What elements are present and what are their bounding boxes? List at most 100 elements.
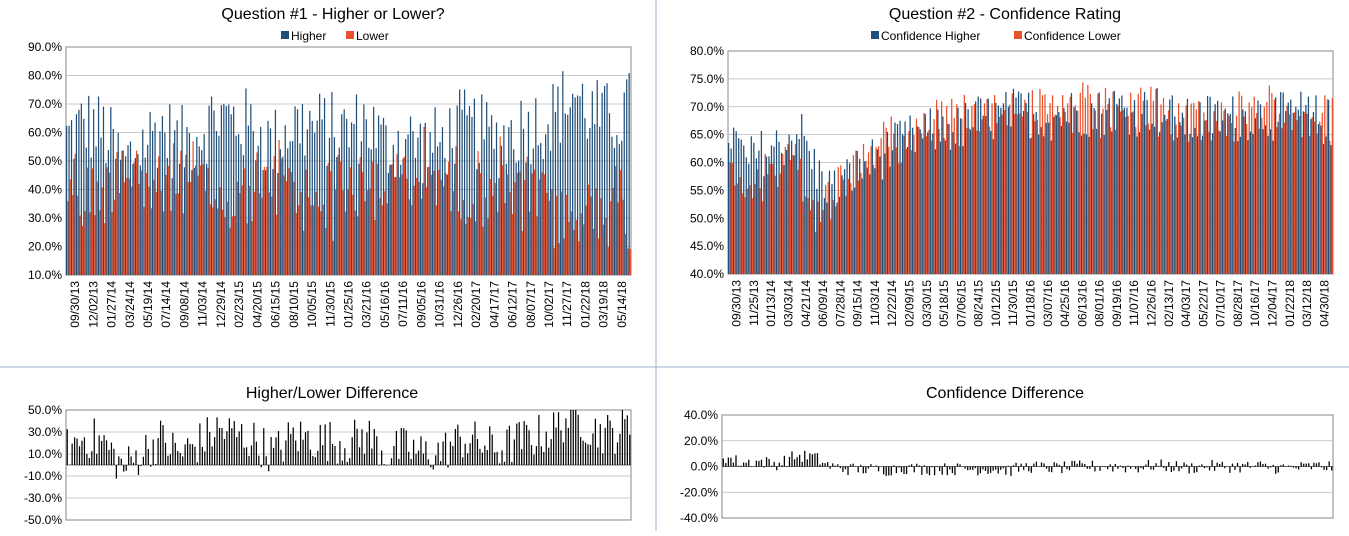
chart2-bar-lower: [744, 197, 745, 274]
chart1-bar-higher: [341, 114, 342, 275]
chart1-bar-higher: [344, 109, 345, 275]
chart2-bar-lower: [1077, 111, 1078, 274]
chart2-bar-lower: [1019, 113, 1020, 274]
chart2-bar-higher: [1255, 118, 1256, 274]
chart1-bar-higher: [179, 164, 180, 275]
chart4-bar: [929, 467, 930, 476]
chart4-bar: [789, 457, 790, 467]
chart1-bar-lower: [377, 164, 378, 275]
chart2-bar-higher: [789, 135, 790, 274]
chart2-x-tick-label: 03/12/18: [1300, 280, 1314, 327]
chart1-bar-lower: [350, 167, 351, 275]
chart1-bar-lower: [546, 193, 547, 275]
chart1-y-tick-label: 40.0%: [28, 183, 62, 197]
chart2-x-tick-label: 11/30/15: [1006, 280, 1020, 326]
chart1-bar-lower: [446, 173, 447, 275]
chart1-bar-lower: [134, 162, 135, 275]
chart1-bar-higher: [145, 158, 146, 275]
chart1-bar-lower: [276, 215, 277, 275]
chart1-bar-higher: [282, 157, 283, 275]
chart1-bar-lower: [195, 165, 196, 275]
chart1-bar-higher: [81, 104, 82, 275]
chart3-bar: [551, 439, 552, 465]
chart2-bar-lower: [1115, 130, 1116, 274]
chart2-legend: Confidence Higher Confidence Lower: [871, 29, 1121, 43]
chart3-bar: [450, 442, 451, 465]
chart2-y-tick-label: 75.0%: [690, 72, 724, 86]
chart1-bar-higher: [437, 146, 438, 275]
chart2-bar-lower: [1180, 126, 1181, 274]
chart4-bar: [819, 464, 820, 466]
chart1-x-tick-label: 12/29/14: [214, 281, 228, 328]
chart4-bar: [1155, 463, 1156, 466]
chart4-bar: [985, 467, 986, 471]
chart1-bar-lower: [625, 234, 626, 275]
chart2-bar-lower: [1070, 97, 1071, 274]
chart2-bar-higher: [829, 171, 830, 274]
chart1-bar-higher: [373, 107, 374, 275]
chart1-bar-lower: [70, 179, 71, 275]
chart3-bar: [514, 439, 515, 465]
chart4-bar: [1308, 463, 1309, 466]
chart2-bar-higher: [1209, 97, 1210, 274]
chart4-bar: [1301, 462, 1302, 466]
chart4-bar: [758, 461, 759, 467]
chart1-bar-higher: [228, 105, 229, 275]
chart1-bar-lower: [89, 212, 90, 275]
chart2-bar-higher: [945, 140, 946, 274]
chart3-bar: [216, 417, 217, 465]
chart1-bar-lower: [443, 186, 444, 275]
chart1-bar-lower: [414, 186, 415, 275]
chart2-bar-lower: [1014, 114, 1015, 274]
chart2-x-tick-label: 12/22/14: [885, 280, 899, 327]
chart2-bar-lower: [1281, 128, 1282, 274]
chart3-bar: [207, 417, 208, 465]
chart1-bar-higher: [236, 136, 237, 275]
chart1-bar-lower: [610, 201, 611, 275]
chart2-bar-lower: [961, 119, 962, 274]
chart4-bar: [921, 467, 922, 475]
chart4-bar: [1074, 461, 1075, 467]
chart2-bar-higher: [950, 150, 951, 274]
chart3-bar: [479, 449, 480, 465]
chart1-bar-lower: [455, 146, 456, 275]
chart1-bar-lower: [244, 168, 245, 275]
chart1-bar-higher: [100, 138, 101, 275]
chart4-bar: [1237, 463, 1238, 467]
chart4-bars: [723, 451, 1333, 476]
chart1-x-tick-label: 01/27/14: [105, 281, 119, 328]
chart1-bar-lower: [549, 201, 550, 275]
chart4-bar: [886, 467, 887, 476]
chart3-bar: [482, 453, 483, 465]
chart1-bar-lower: [428, 167, 429, 275]
chart2-bar-lower: [1085, 98, 1086, 274]
chart3-bar: [253, 423, 254, 465]
chart2-bar-higher: [985, 116, 986, 274]
chart4-bar: [1013, 465, 1014, 466]
chart4-bar: [1280, 465, 1281, 466]
chart4-bar: [1191, 463, 1192, 466]
chart2-bar-higher: [889, 167, 890, 274]
chart2-bar-higher: [826, 203, 827, 274]
chart2-bar-higher: [962, 146, 963, 274]
chart1-bar-higher: [385, 125, 386, 275]
chart1-bar-lower: [143, 207, 144, 275]
chart3-bar: [401, 428, 402, 465]
chart1-bar-higher: [68, 126, 69, 275]
chart3-bar: [317, 451, 318, 465]
chart1-bar-higher: [398, 131, 399, 275]
chart4-bar: [1201, 464, 1202, 466]
chart1-bar-lower: [104, 223, 105, 275]
chart1-bar-lower: [220, 187, 221, 275]
chart2-bar-higher: [1295, 107, 1296, 274]
chart2-bar-lower: [1284, 123, 1285, 274]
chart4-bar: [1255, 465, 1256, 466]
chart1-bar-higher: [285, 125, 286, 275]
chart1-bar-lower: [487, 219, 488, 275]
chart1-bar-higher: [336, 157, 337, 275]
chart2-bar-lower: [928, 130, 929, 274]
chart3-bar: [438, 443, 439, 465]
chart4-bar: [898, 467, 899, 468]
chart1-bar-higher: [118, 133, 119, 275]
chart1-bar-lower: [463, 200, 464, 275]
